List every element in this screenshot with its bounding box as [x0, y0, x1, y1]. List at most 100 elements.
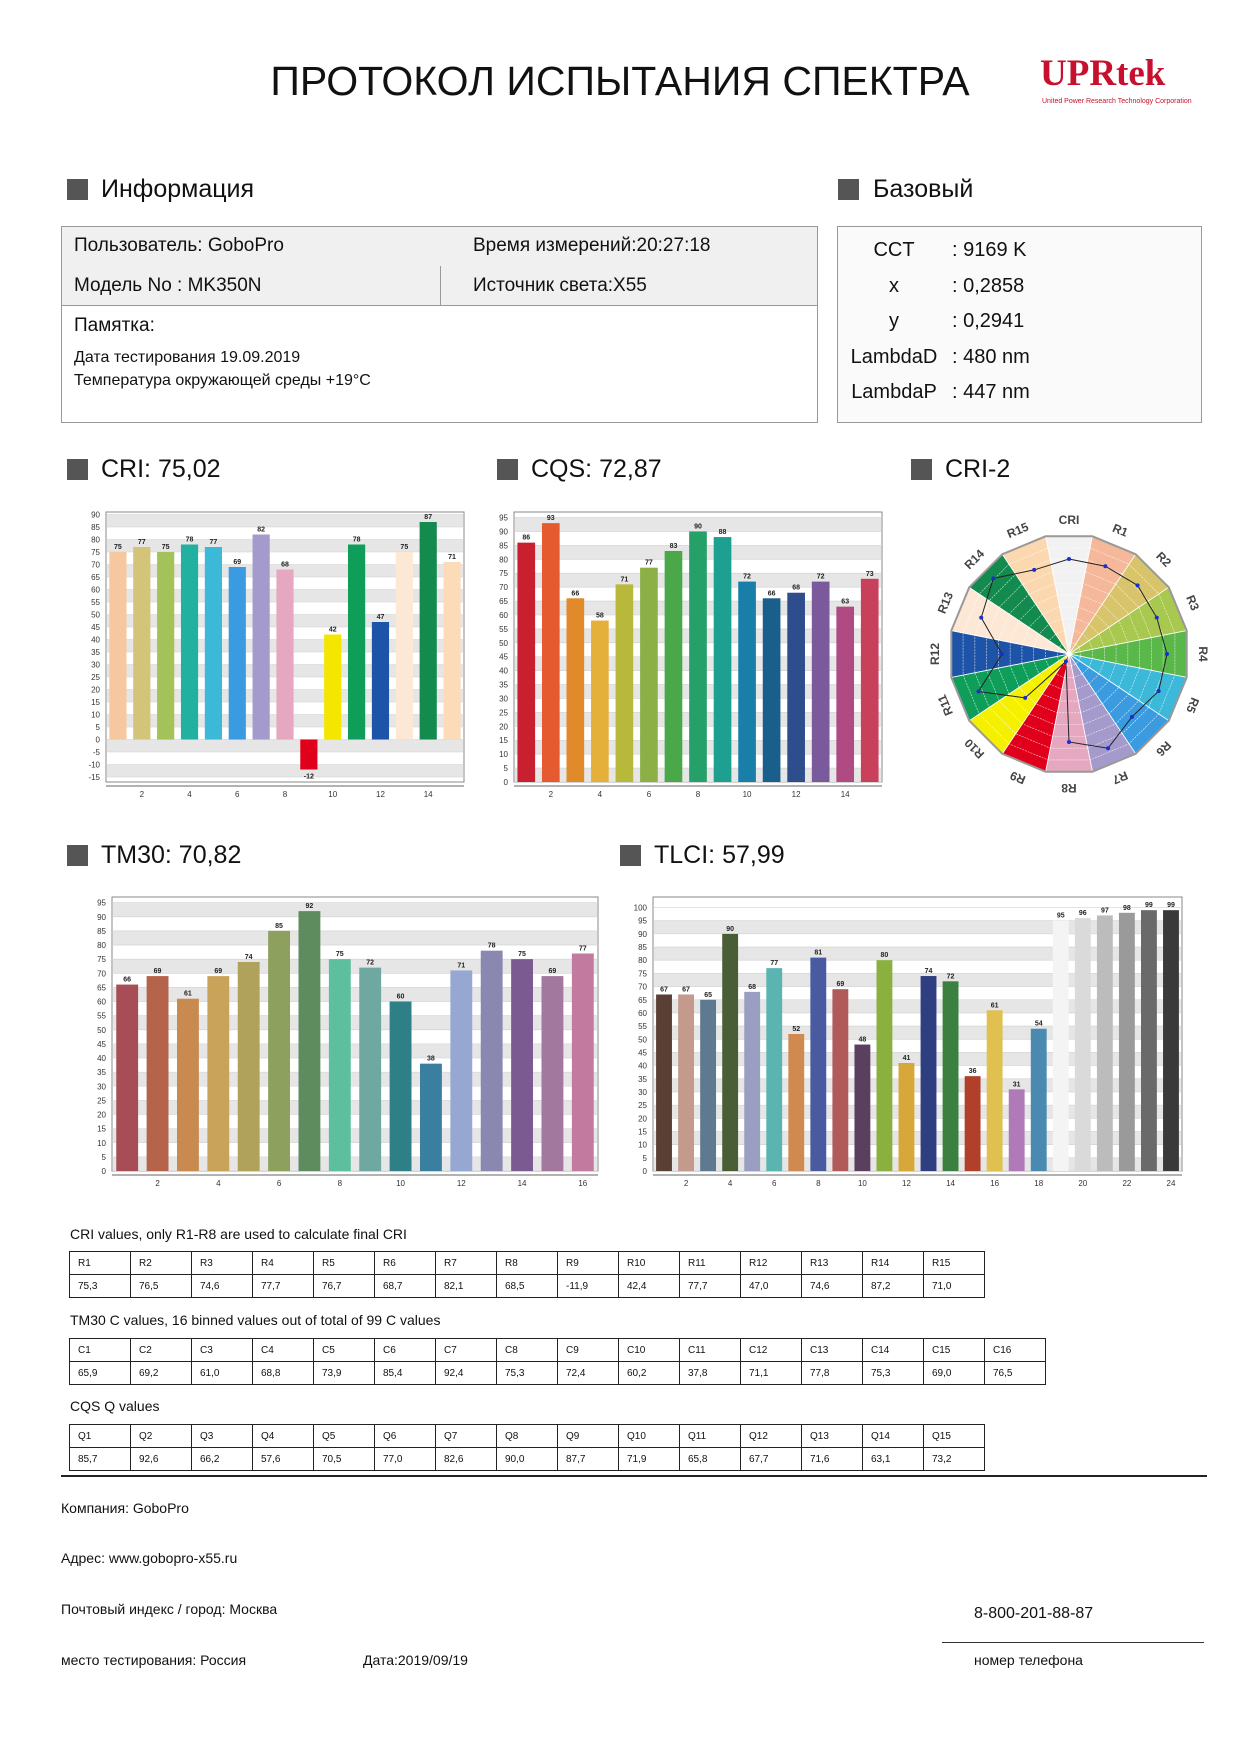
- grid-band: [654, 999, 1181, 1013]
- y-tick-label: -15: [88, 773, 100, 782]
- y-tick-label: 35: [97, 1068, 106, 1077]
- cell: 74,6: [191, 1274, 253, 1298]
- logo-sub: United Power Research Technology Corpora…: [1042, 98, 1192, 105]
- grid-band: [654, 1131, 1181, 1145]
- address: Адрес: www.gobopro-x55.ru: [61, 1550, 238, 1566]
- bar: [109, 552, 127, 740]
- x-tick-label: 4: [728, 1179, 733, 1188]
- cell: Q6: [374, 1424, 436, 1448]
- cell: C3: [191, 1338, 253, 1362]
- value-label: 67: [682, 986, 690, 993]
- cell: Q14: [862, 1424, 924, 1448]
- y-tick-label: 95: [499, 514, 508, 523]
- value-label: 90: [726, 926, 734, 933]
- x-tick-label: 2: [140, 790, 145, 799]
- x-tick-label: 16: [578, 1179, 587, 1188]
- y-tick-label: 90: [638, 930, 647, 939]
- basic-label: CCT: [873, 239, 915, 261]
- cell: Q3: [191, 1424, 253, 1448]
- y-tick-label: 45: [91, 623, 100, 632]
- y-tick-label: 70: [97, 969, 106, 978]
- value-label: 93: [547, 515, 555, 522]
- ring: [974, 559, 1164, 749]
- cell: 75,3: [69, 1274, 131, 1298]
- row: 65,9 69,2 61,0 68,8 73,9 85,4 92,4 75,3 72,4 60,2…: [69, 1361, 1046, 1385]
- y-tick-label: 75: [91, 548, 100, 557]
- bar: [762, 598, 781, 782]
- point: [1106, 746, 1111, 751]
- y-tick-label: 85: [638, 943, 647, 952]
- value-label: 68: [792, 585, 800, 592]
- grid-band: [113, 1100, 597, 1115]
- value-label: 67: [660, 986, 668, 993]
- x-tick-label: 2: [684, 1179, 689, 1188]
- bar: [1008, 1089, 1025, 1171]
- cell: C14: [862, 1338, 924, 1362]
- bar: [640, 567, 658, 782]
- value-label: 82: [257, 527, 265, 534]
- chart-title: CRI-2: [945, 455, 1011, 483]
- grid-band: [654, 1157, 1181, 1171]
- value-label: 83: [670, 543, 678, 550]
- cell: 87,7: [557, 1447, 619, 1471]
- y-tick-label: 40: [91, 636, 100, 645]
- value-label: 87: [424, 514, 432, 521]
- cell: 92,6: [130, 1447, 192, 1471]
- table: R1 R2 R3 R4 R5 R6 R7 R8 R9 R10 R11 R12 R13 R14 R15 75,3…: [69, 1251, 985, 1298]
- y-tick-label: -5: [93, 748, 101, 757]
- cell: 65,9: [69, 1361, 131, 1385]
- bar: [204, 547, 222, 740]
- x-tick-label: 10: [328, 790, 337, 799]
- cell: R4: [252, 1251, 314, 1275]
- y-tick-label: 70: [638, 983, 647, 992]
- grid-band: [654, 1078, 1181, 1092]
- value-label: 69: [549, 968, 557, 975]
- cell: 60,2: [618, 1361, 680, 1385]
- value-label: 77: [770, 960, 778, 967]
- bar: [268, 930, 290, 1171]
- bullet: [620, 845, 641, 866]
- value-label: 65: [704, 992, 712, 999]
- y-tick-label: 30: [97, 1082, 106, 1091]
- bar: [689, 531, 707, 782]
- bar: [876, 960, 893, 1171]
- point: [1023, 695, 1028, 700]
- basic-label: x: [889, 274, 899, 297]
- value-label: 80: [881, 952, 889, 959]
- time: Время измерений:20:27:18: [473, 235, 711, 256]
- y-tick-label: 50: [638, 1035, 647, 1044]
- value-label: 68: [748, 984, 756, 991]
- grid-band: [654, 1105, 1181, 1119]
- x-tick-label: 10: [743, 790, 752, 799]
- cell: C10: [618, 1338, 680, 1362]
- grid-band: [654, 947, 1181, 961]
- cell: C7: [435, 1338, 497, 1362]
- cell: 71,0: [923, 1274, 985, 1298]
- row: 85,7 92,6 66,2 57,6 70,5 77,0 82,6 90,0 87,7 71,9…: [69, 1447, 985, 1471]
- value-label: 75: [162, 544, 170, 551]
- x-tick-label: 2: [155, 1179, 160, 1188]
- cell: -11,9: [557, 1274, 619, 1298]
- x-tick-label: 12: [376, 790, 385, 799]
- ring: [1009, 594, 1129, 714]
- cell: C16: [984, 1338, 1046, 1362]
- cell: 76,7: [313, 1274, 375, 1298]
- ring: [1056, 641, 1082, 667]
- basic-value: : 0,2941: [952, 310, 1025, 332]
- y-tick-label: 55: [91, 598, 100, 607]
- bar: [450, 970, 473, 1171]
- bar: [854, 1044, 871, 1171]
- y-tick-label: 80: [638, 956, 647, 965]
- cell: 73,9: [313, 1361, 375, 1385]
- y-tick-label: 85: [91, 523, 100, 532]
- y-tick-label: 45: [499, 653, 508, 662]
- cell: R15: [923, 1251, 985, 1275]
- grid-band: [113, 1156, 597, 1171]
- date: Дата:2019/09/19: [363, 1652, 468, 1668]
- y-tick-label: 65: [638, 996, 647, 1005]
- info-box: Пользователь: GoboPro Время измерений:20…: [61, 226, 818, 423]
- cell: C5: [313, 1338, 375, 1362]
- basic-label: y: [889, 310, 899, 332]
- value-label: 77: [579, 945, 587, 952]
- cell: Q1: [69, 1424, 131, 1448]
